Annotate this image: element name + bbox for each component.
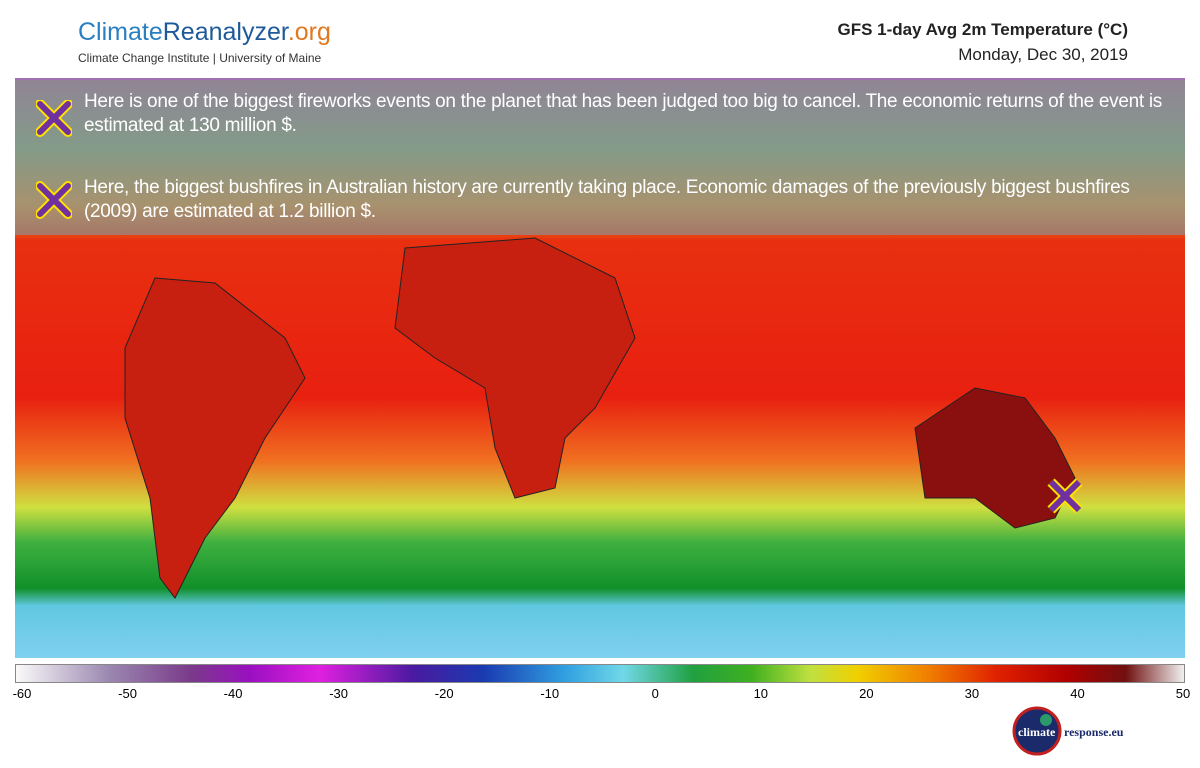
colorbar-tick: -40 [223,686,243,701]
annotation: Here, the biggest bushfires in Australia… [84,177,1130,222]
product-title: GFS 1-day Avg 2m Temperature (°C) [837,20,1128,39]
badge-left: climate [1018,725,1056,739]
annotation: Here is one of the biggest fireworks eve… [84,91,1162,136]
date: Monday, Dec 30, 2019 [958,45,1128,64]
colorbar-tick: 30 [964,686,980,701]
site-part: Climate [78,18,163,46]
institute: Climate Change Institute | University of… [78,51,322,65]
colorbar-tick: 40 [1070,686,1085,701]
colorbar-tick: 0 [651,686,659,701]
colorbar-tick: -10 [540,686,560,701]
markers [36,100,72,219]
colorbar-tick: -20 [434,686,454,701]
colorbar-tick: 10 [753,686,769,701]
site-part: .org [287,18,331,46]
site-part: Reanalyzer [162,18,288,46]
colorbar-tick: -60 [12,686,32,701]
badge: climate response.eu [1012,706,1142,756]
colorbar-tick: -30 [329,686,349,701]
colorbar-tick: 50 [1175,686,1191,701]
badge-globe [1012,706,1062,756]
site-logo: ClimateReanalyzer.org [78,18,331,47]
annotation-panel [15,80,1185,235]
colorbar-ticks: -60 -50 -40 -30 -20 -10 0 10 20 30 40 50 [0,686,1200,706]
colorbar [15,664,1185,683]
colorbar-tick: -50 [118,686,137,701]
badge-right: response.eu [1064,725,1124,739]
colorbar-tick: 20 [859,686,874,701]
